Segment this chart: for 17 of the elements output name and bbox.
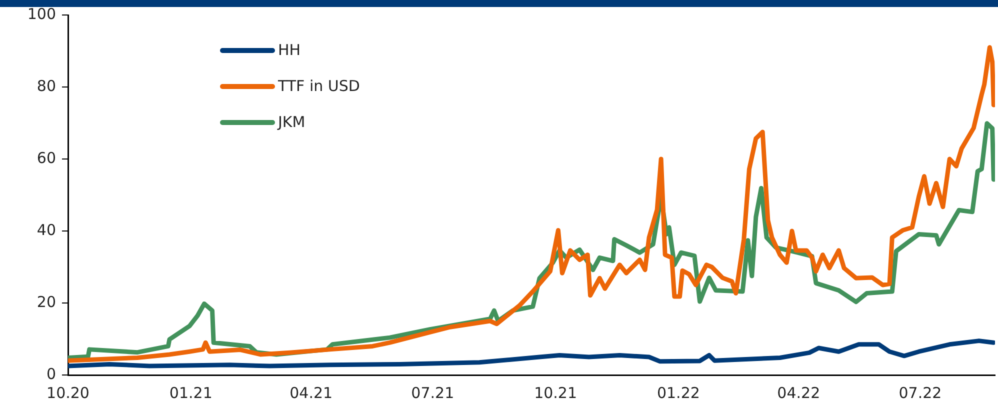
x-tick-label: 10.21: [534, 384, 578, 402]
y-tick-label: 20: [36, 292, 56, 311]
x-tick-label: 04.21: [290, 384, 333, 402]
x-tick-label: 01.22: [656, 384, 700, 402]
x-tick-label: 04.22: [777, 384, 820, 402]
y-tick-label: 80: [36, 76, 56, 95]
y-tick-label: 60: [36, 148, 56, 167]
y-tick-label: 40: [36, 220, 56, 239]
x-tick-label: 01.21: [169, 384, 212, 402]
y-tick-label: 100: [27, 4, 56, 23]
legend-label: TTF in USD: [278, 77, 360, 95]
x-tick-label: 07.21: [411, 384, 454, 402]
x-tick-label: 10.20: [46, 384, 90, 402]
legend-label: HH: [278, 41, 301, 59]
x-tick-label: 07.22: [898, 384, 942, 402]
y-tick-label: 0: [46, 364, 56, 383]
legend-label: JKM: [278, 113, 306, 131]
